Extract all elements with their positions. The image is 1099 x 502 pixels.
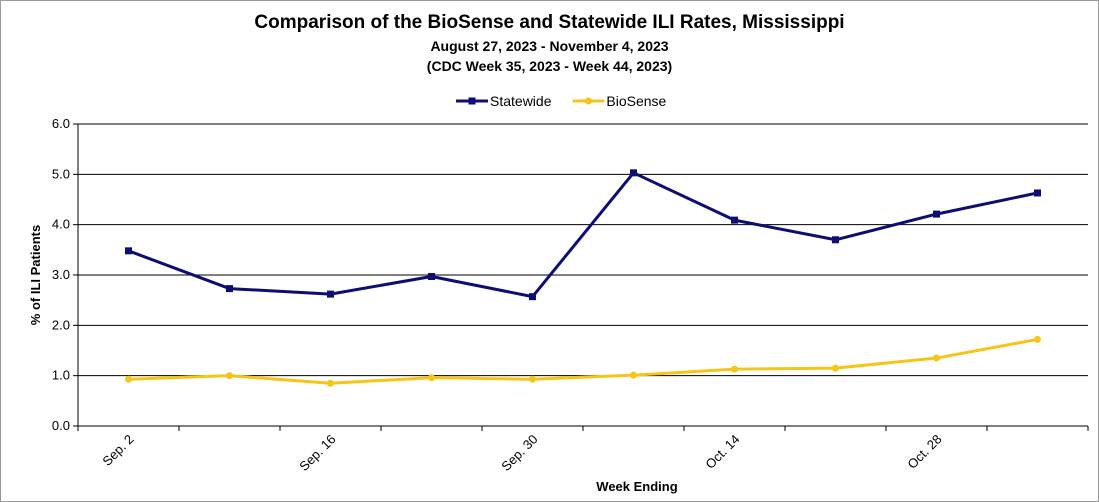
chart-subtitle: August 27, 2023 - November 4, 2023 [430, 38, 669, 54]
data-point-biosense [327, 379, 334, 387]
x-tick-label: Sep. 30 [498, 432, 540, 474]
y-tick-label: 6.0 [52, 116, 70, 131]
data-point-statewide [226, 285, 233, 293]
data-point-biosense [832, 364, 839, 372]
series-lines [125, 169, 1041, 387]
data-point-statewide [125, 247, 132, 255]
gridlines [77, 123, 1088, 427]
data-point-statewide [327, 290, 334, 298]
data-point-biosense [933, 354, 940, 362]
data-point-statewide [832, 236, 839, 244]
data-point-biosense [1034, 335, 1041, 343]
legend-label-biosense: BioSense [606, 93, 666, 109]
data-point-biosense [226, 372, 233, 380]
x-tick-label: Sep. 2 [99, 432, 136, 469]
chart-title: Comparison of the BioSense and Statewide… [254, 12, 845, 33]
x-tick-label: Oct. 28 [904, 432, 944, 472]
legend: Statewide BioSense [456, 93, 667, 109]
y-tick-label: 1.0 [52, 368, 70, 383]
legend-marker-biosense [584, 97, 592, 105]
y-tick-label: 0.0 [52, 418, 70, 433]
x-tick-label: Sep. 16 [296, 432, 338, 474]
y-axis-ticks: 0.0 1.0 2.0 3.0 4.0 5.0 6.0 [52, 116, 78, 433]
y-tick-label: 3.0 [52, 267, 70, 282]
data-point-biosense [125, 375, 132, 383]
y-axis-title: % of ILI Patients [28, 225, 43, 325]
chart-titles: Comparison of the BioSense and Statewide… [0, 10, 1099, 76]
x-axis-ticks: Sep. 2 Sep. 16 Sep. 30 Oct. 14 Oct. 28 [77, 426, 1089, 474]
y-tick-label: 4.0 [52, 217, 70, 232]
legend-label-statewide: Statewide [490, 93, 552, 109]
series-line-statewide [127, 171, 1038, 299]
data-point-statewide [1034, 189, 1041, 197]
y-tick-label: 2.0 [52, 317, 70, 332]
data-point-statewide [933, 210, 940, 218]
x-tick-label: Oct. 14 [702, 432, 742, 472]
chart-subtitle-weeks: (CDC Week 35, 2023 - Week 44, 2023) [426, 58, 673, 74]
data-point-statewide [529, 293, 536, 301]
data-point-biosense [731, 365, 738, 373]
x-axis-title: Week Ending [596, 479, 677, 494]
data-point-biosense [529, 375, 536, 383]
series-line-biosense [128, 337, 1038, 385]
data-point-statewide [428, 273, 435, 281]
data-point-statewide [630, 169, 637, 177]
data-point-biosense [428, 374, 435, 382]
data-point-statewide [731, 216, 738, 224]
data-point-biosense [630, 371, 637, 379]
y-tick-label: 5.0 [52, 166, 70, 181]
legend-marker-statewide [468, 97, 476, 105]
